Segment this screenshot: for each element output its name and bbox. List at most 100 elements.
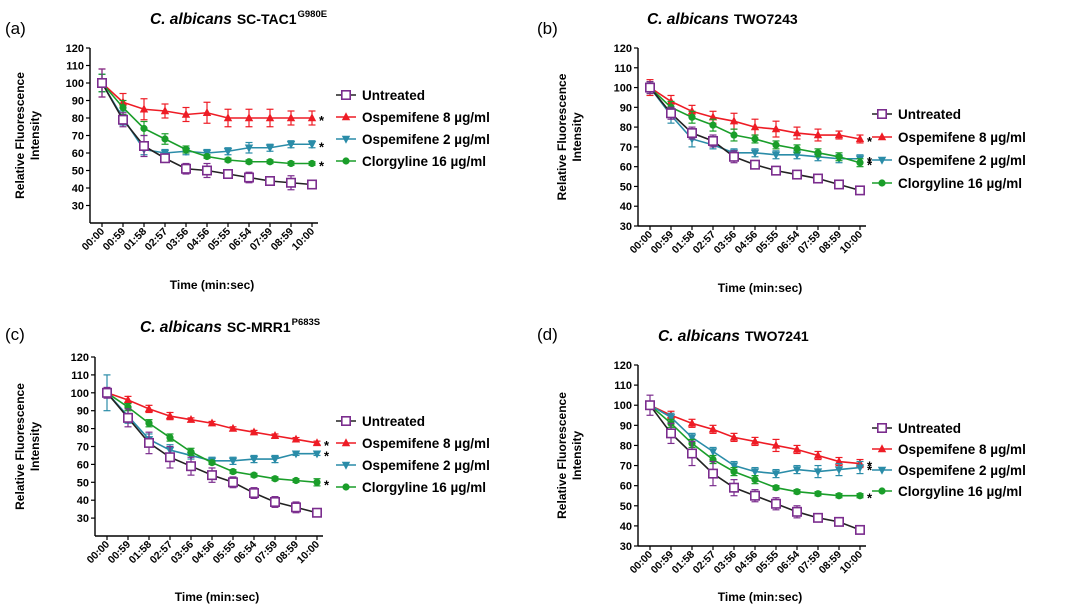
legend-label: Ospemifene 8 µg/ml [362, 110, 490, 125]
data-point [139, 141, 150, 152]
chart-title: C. albicans SC-TAC1G980E [150, 9, 327, 28]
legend-label: Ospemifene 8 µg/ml [898, 130, 1026, 145]
data-point [244, 144, 254, 153]
data-point [750, 436, 760, 445]
x-tick-label: 08:59 [817, 549, 845, 577]
significance-star: * [324, 477, 330, 492]
data-point [793, 145, 801, 153]
data-point [855, 134, 865, 143]
data-point [203, 152, 211, 161]
data-point [856, 159, 864, 167]
data-point [771, 498, 782, 509]
data-point [835, 153, 843, 161]
y-tick-label: 60 [72, 148, 84, 160]
data-point [687, 106, 697, 115]
legend-label: Ospemifene 2 µg/ml [898, 463, 1026, 478]
y-tick-label: 30 [72, 201, 84, 213]
x-tick-label: 02:57 [148, 539, 176, 567]
legend-label: Ospemifene 2 µg/ml [362, 132, 490, 147]
data-point [709, 121, 717, 129]
y-axis-label-line1: Relative Fluorescence [13, 383, 27, 510]
series-untreated [645, 81, 865, 196]
panel-label: (c) [5, 325, 25, 344]
data-point [312, 450, 322, 459]
legend-marker [340, 416, 351, 427]
data-point [207, 470, 218, 481]
y-tick-label: 80 [72, 113, 84, 125]
data-point [834, 130, 844, 139]
data-point [145, 419, 153, 427]
data-point [123, 412, 134, 423]
legend-marker [878, 179, 886, 187]
data-point [792, 151, 802, 160]
data-point [708, 424, 718, 433]
data-point [856, 492, 864, 500]
data-point [250, 471, 258, 479]
series-line [106, 392, 318, 444]
data-point [186, 414, 196, 423]
y-tick-label: 70 [620, 461, 632, 473]
data-point [792, 128, 802, 137]
data-point [118, 114, 129, 125]
significance-star: * [319, 139, 325, 154]
y-tick-label: 90 [72, 96, 84, 108]
x-tick-label: 07:59 [253, 539, 281, 567]
data-point [249, 488, 260, 499]
series-ospemifene-8-g-ml: * [102, 388, 330, 453]
legend-entry: Ospemifene 8 µg/ml [872, 442, 1026, 457]
data-point [814, 490, 822, 498]
x-tick-label: 07:59 [796, 229, 824, 257]
data-point [666, 96, 676, 105]
panel-label: (a) [5, 19, 26, 38]
data-point [750, 159, 761, 170]
data-point [814, 149, 822, 157]
chart-title-strain: TWO7241 [745, 328, 809, 344]
significance-star: * [867, 158, 873, 173]
data-point [102, 387, 113, 398]
y-tick-label: 120 [71, 352, 89, 364]
legend-label: Ospemifene 2 µg/ml [362, 458, 490, 473]
data-point [144, 404, 154, 413]
x-tick-label: 08:59 [274, 539, 302, 567]
x-tick-label: 10:00 [295, 539, 323, 567]
data-point [160, 153, 171, 164]
data-point [750, 468, 760, 477]
chart-a: (a) C. albicans SC-TAC1G980E 30 40 50 60 70 80 90… [5, 9, 490, 292]
chart-title-strain: SC-MRR1 [227, 319, 291, 335]
data-point [187, 448, 195, 456]
series-line [106, 392, 317, 462]
data-point [271, 475, 279, 483]
data-point [771, 165, 782, 176]
chart-title-species: C. albicans [647, 11, 729, 28]
legend-marker [876, 423, 887, 434]
data-point [290, 502, 301, 513]
chart-title-species: C. albicans [140, 319, 222, 336]
y-tick-label: 70 [77, 442, 89, 454]
data-point [729, 116, 739, 125]
legend-label: Ospemifene 2 µg/ml [898, 153, 1026, 168]
data-point [228, 423, 238, 432]
legend-entry: Untreated [872, 107, 961, 122]
y-tick-label: 40 [620, 521, 632, 533]
x-tick-label: 05:55 [754, 549, 782, 577]
data-point [244, 172, 255, 183]
chart-title: C. albicans TWO7243 [647, 11, 798, 28]
y-tick-label: 40 [72, 183, 84, 195]
x-tick-label: 06:54 [775, 549, 803, 577]
x-tick-label: 03:56 [164, 226, 192, 254]
legend-label: Ospemifene 8 µg/ml [898, 442, 1026, 457]
significance-star: * [319, 113, 325, 128]
data-point [165, 452, 176, 463]
data-point [223, 113, 233, 122]
data-point [307, 113, 317, 122]
legend-label: Untreated [898, 421, 961, 436]
data-point [791, 169, 802, 180]
x-axis-label: Time (min:sec) [718, 590, 802, 604]
y-tick-label: 120 [614, 360, 632, 372]
x-tick-label: 04:56 [733, 549, 761, 577]
data-point [812, 512, 823, 523]
series-clorgyline-16-g-ml: * [98, 73, 325, 174]
data-point [307, 141, 317, 149]
data-point [144, 437, 155, 448]
data-point [792, 466, 802, 475]
